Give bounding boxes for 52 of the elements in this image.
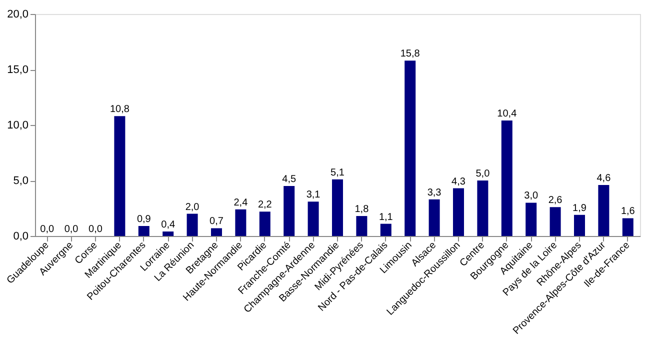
data-label: 2,4 [234,197,248,208]
data-label: 0,0 [64,224,79,235]
bar [526,202,537,236]
data-label: 2,6 [548,195,563,206]
bar [622,218,634,236]
bar [428,199,440,236]
bar [598,184,610,236]
bar [453,188,464,236]
bar [332,179,343,236]
bar [138,226,150,236]
data-label: 3,1 [306,190,321,201]
data-label: 0,0 [40,224,54,235]
y-tick-label: 5,0 [13,175,28,187]
data-label: 4,5 [282,174,296,186]
bar [380,224,392,236]
bar [259,212,270,236]
y-tick-label: 20,0 [7,8,28,20]
data-label: 5,0 [476,168,490,180]
data-label: 2,0 [185,202,200,213]
bar [574,214,585,236]
bar [404,60,416,236]
data-label: 1,6 [620,206,636,218]
data-label: 1,8 [354,204,370,216]
bar [308,202,319,236]
data-label: 4,6 [596,172,612,184]
data-label: 0,0 [88,224,103,235]
bar [211,228,222,236]
data-label: 5,1 [330,167,345,178]
data-label: 1,1 [378,212,394,223]
bar [501,120,512,236]
data-label: 0,9 [136,214,152,226]
data-label: 3,3 [427,187,442,198]
data-label: 0,4 [161,220,176,231]
bar [550,207,561,236]
y-tick-label: 15,0 [7,64,28,76]
data-label: 3,0 [524,190,538,202]
bar [162,232,174,236]
data-label: 2,2 [258,200,272,211]
bar [235,209,246,236]
data-label: 0,7 [210,216,224,228]
bar [477,180,488,236]
bar [356,216,368,236]
data-label: 1,9 [572,202,587,214]
data-label: 4,3 [452,176,466,188]
bar [284,186,295,236]
data-label: 10,4 [497,108,518,120]
bar [186,214,198,236]
data-label: 15,8 [400,48,420,60]
y-tick-label: 10,0 [7,120,28,132]
data-label: 10,8 [110,104,130,116]
y-tick-label: 0,0 [13,230,28,242]
bar [114,116,126,236]
